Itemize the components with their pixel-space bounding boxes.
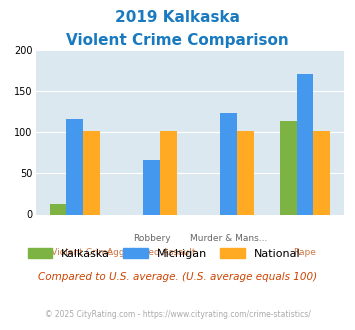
Text: All Violent Crime: All Violent Crime bbox=[37, 248, 113, 257]
Text: Murder & Mans...: Murder & Mans... bbox=[190, 234, 267, 243]
Bar bbox=[280, 121, 296, 214]
Bar bbox=[220, 113, 237, 214]
Text: Aggravated Assault: Aggravated Assault bbox=[107, 248, 196, 257]
Bar bbox=[66, 119, 83, 214]
Bar bbox=[160, 131, 177, 214]
Text: Robbery: Robbery bbox=[133, 234, 170, 243]
Text: Violent Crime Comparison: Violent Crime Comparison bbox=[66, 33, 289, 48]
Text: Compared to U.S. average. (U.S. average equals 100): Compared to U.S. average. (U.S. average … bbox=[38, 272, 317, 282]
Bar bbox=[296, 74, 313, 215]
Bar bbox=[313, 131, 330, 214]
Text: © 2025 CityRating.com - https://www.cityrating.com/crime-statistics/: © 2025 CityRating.com - https://www.city… bbox=[45, 310, 310, 319]
Legend: Kalkaska, Michigan, National: Kalkaska, Michigan, National bbox=[23, 243, 305, 263]
Text: 2019 Kalkaska: 2019 Kalkaska bbox=[115, 10, 240, 25]
Bar bbox=[83, 131, 100, 214]
Bar bbox=[143, 160, 160, 214]
Text: Rape: Rape bbox=[294, 248, 316, 257]
Bar bbox=[237, 131, 253, 214]
Bar bbox=[50, 204, 66, 214]
